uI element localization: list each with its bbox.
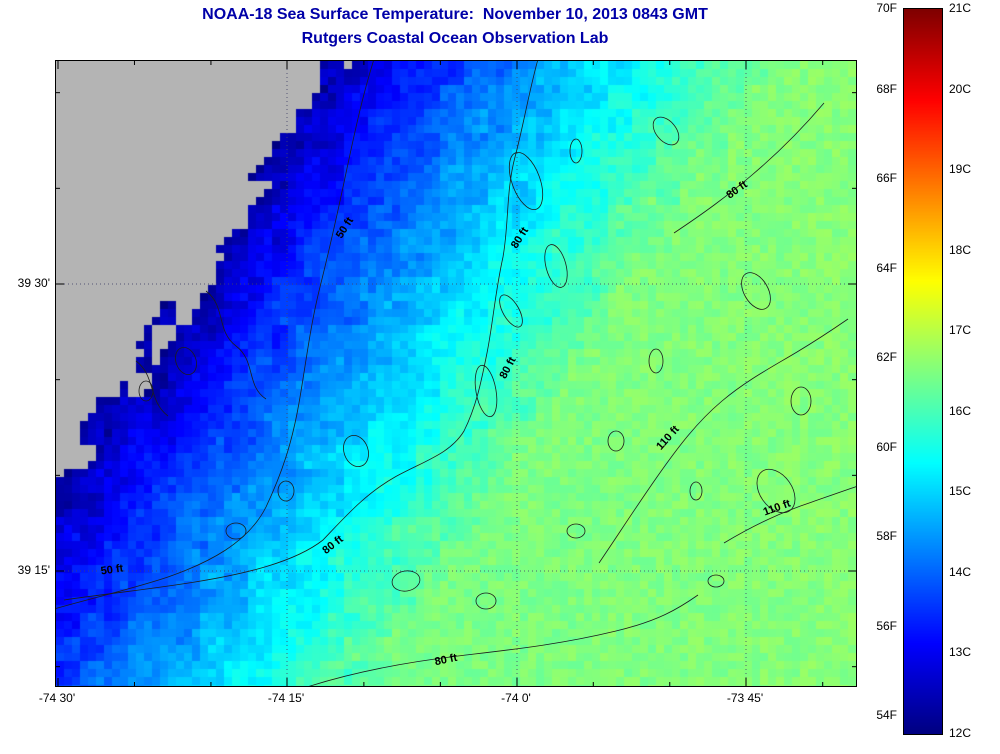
lon-tick-label: -73 45' (726, 691, 764, 705)
figure-subtitle: Rutgers Coastal Ocean Observation Lab (301, 30, 609, 47)
map-overlay (56, 61, 856, 686)
sst-field-canvas (56, 61, 856, 686)
colorbar (903, 8, 943, 735)
colorbar-celsius-label: 14C (949, 564, 972, 579)
lat-tick-label: 39 15' (17, 563, 50, 577)
colorbar-celsius-label: 19C (949, 162, 972, 177)
figure-title: NOAA-18 Sea Surface Temperature: Novembe… (202, 6, 708, 23)
colorbar-fahrenheit-label: 64F (876, 260, 897, 275)
colorbar-fahrenheit-label: 54F (876, 708, 897, 723)
colorbar-celsius-label: 21C (949, 1, 972, 15)
colorbar-gradient (904, 9, 942, 734)
lon-tick-label: -74 30' (38, 691, 76, 705)
colorbar-fahrenheit-label: 62F (876, 350, 897, 365)
colorbar-celsius-label: 15C (949, 484, 972, 499)
colorbar-celsius-label: 20C (949, 81, 972, 96)
colorbar-celsius-label: 17C (949, 323, 972, 338)
colorbar-fahrenheit-label: 56F (876, 618, 897, 633)
colorbar-fahrenheit-label: 60F (876, 439, 897, 454)
colorbar-celsius-label: 12C (949, 726, 972, 740)
colorbar-celsius-label: 13C (949, 645, 972, 660)
colorbar-fahrenheit-label: 70F (876, 1, 897, 15)
colorbar-celsius-label: 16C (949, 403, 972, 418)
lon-tick-label: -74 0' (501, 691, 531, 705)
colorbar-fahrenheit-label: 68F (876, 81, 897, 96)
colorbar-fahrenheit-label: 66F (876, 171, 897, 186)
colorbar-celsius-label: 18C (949, 242, 972, 257)
colorbar-fahrenheit-label: 58F (876, 529, 897, 544)
lon-tick-label: -74 15' (267, 691, 305, 705)
lat-tick-label: 39 30' (17, 276, 50, 290)
sst-map (55, 60, 857, 687)
